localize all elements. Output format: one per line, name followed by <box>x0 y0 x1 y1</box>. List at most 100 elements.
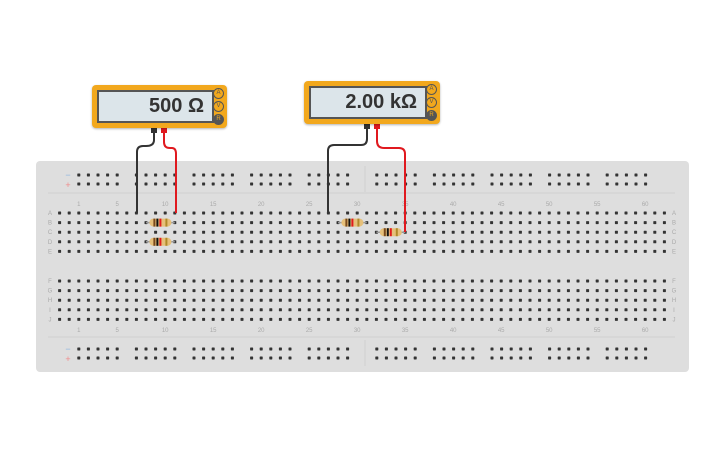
hole <box>480 221 484 225</box>
hole <box>259 182 263 186</box>
hole <box>86 298 90 302</box>
hole <box>346 249 350 253</box>
hole <box>288 356 292 360</box>
hole <box>653 240 657 244</box>
hole <box>240 230 244 234</box>
hole <box>595 298 599 302</box>
hole <box>365 230 369 234</box>
hole <box>653 317 657 321</box>
hole <box>576 182 580 186</box>
hole <box>144 347 148 351</box>
hole <box>432 317 436 321</box>
hole <box>624 173 628 177</box>
hole <box>250 249 254 253</box>
resistor <box>338 218 367 227</box>
hole <box>614 230 618 234</box>
hole <box>566 317 570 321</box>
hole <box>634 356 638 360</box>
hole <box>259 279 263 283</box>
hole <box>413 221 417 225</box>
hole <box>67 279 71 283</box>
hole <box>394 221 398 225</box>
hole <box>134 230 138 234</box>
hole <box>509 249 513 253</box>
hole <box>432 221 436 225</box>
hole <box>230 289 234 293</box>
hole <box>471 182 475 186</box>
hole <box>346 211 350 215</box>
hole <box>211 230 215 234</box>
hole <box>163 347 167 351</box>
hole <box>586 211 590 215</box>
hole <box>211 173 215 177</box>
hole <box>451 308 455 312</box>
hole <box>269 356 273 360</box>
row-label: E <box>48 249 52 255</box>
hole <box>576 240 580 244</box>
hole <box>490 240 494 244</box>
hole <box>307 356 311 360</box>
hole <box>432 249 436 253</box>
hole <box>182 289 186 293</box>
hole <box>154 230 158 234</box>
ammeter-mode-button[interactable]: A <box>213 88 224 99</box>
hole <box>202 221 206 225</box>
hole <box>384 279 388 283</box>
hole <box>470 249 474 253</box>
hole <box>624 317 628 321</box>
hole <box>384 173 388 177</box>
hole <box>221 249 225 253</box>
ammeter-mode-button[interactable]: A <box>426 84 437 95</box>
resistor <box>146 237 175 246</box>
hole <box>509 211 513 215</box>
voltmeter-mode-button[interactable]: V <box>213 101 224 112</box>
row-label: B <box>672 221 676 227</box>
hole <box>259 221 263 225</box>
hole <box>259 356 263 360</box>
hole <box>154 182 158 186</box>
hole <box>288 317 292 321</box>
hole <box>163 182 167 186</box>
hole <box>192 317 196 321</box>
ohmmeter-mode-button[interactable]: R <box>213 114 224 125</box>
multimeter-2[interactable]: 2.00 kΩ A V R <box>304 81 440 124</box>
hole <box>404 347 408 351</box>
hole <box>317 347 321 351</box>
hole <box>278 347 282 351</box>
row-label: F <box>48 279 52 285</box>
hole <box>519 182 523 186</box>
hole <box>384 298 388 302</box>
hole <box>634 289 638 293</box>
hole <box>614 308 618 312</box>
hole <box>77 289 81 293</box>
hole <box>576 356 580 360</box>
voltmeter-mode-button[interactable]: V <box>426 97 437 108</box>
hole <box>365 249 369 253</box>
hole <box>490 298 494 302</box>
hole <box>547 230 551 234</box>
multimeter-1[interactable]: 500 Ω A V R <box>92 85 227 128</box>
hole <box>509 240 513 244</box>
hole <box>317 173 321 177</box>
column-label: 5 <box>116 202 120 208</box>
hole <box>221 356 225 360</box>
hole <box>96 298 100 302</box>
hole <box>154 356 158 360</box>
hole <box>624 240 628 244</box>
hole <box>134 347 138 351</box>
hole <box>106 240 110 244</box>
hole <box>634 211 638 215</box>
hole <box>403 298 407 302</box>
hole <box>451 240 455 244</box>
hole <box>288 211 292 215</box>
hole <box>326 221 330 225</box>
hole <box>211 182 215 186</box>
resistor-band <box>357 218 360 227</box>
hole <box>634 240 638 244</box>
hole <box>394 308 398 312</box>
hole <box>576 211 580 215</box>
hole <box>653 230 657 234</box>
hole <box>509 308 513 312</box>
ohmmeter-mode-button[interactable]: R <box>426 110 437 121</box>
hole <box>528 240 532 244</box>
